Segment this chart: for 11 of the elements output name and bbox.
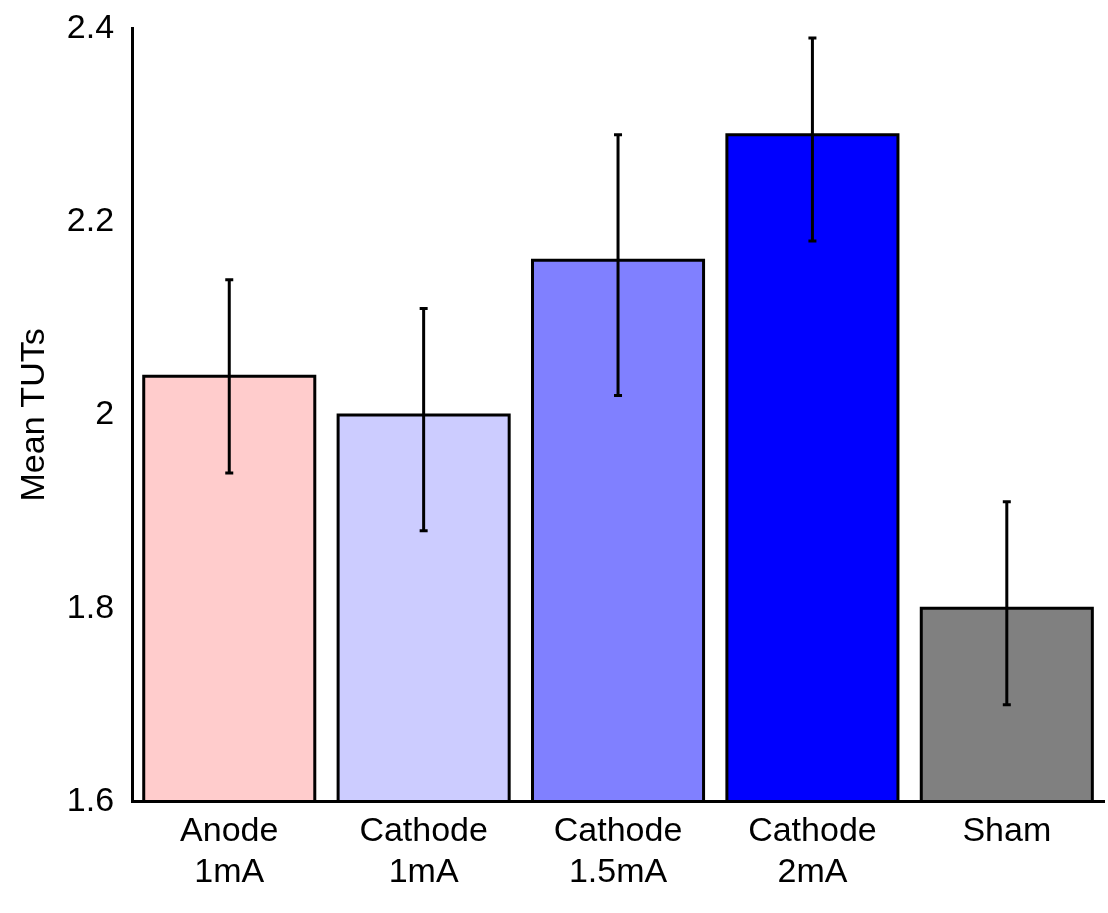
y-tick-label: 2 [95, 393, 115, 432]
x-tick-label: Cathode 1mA [359, 810, 488, 889]
y-tick-label: 2.2 [66, 200, 115, 239]
x-tick-label: Sham [962, 810, 1052, 849]
y-tick-label: 1.8 [66, 586, 115, 625]
y-axis-title: Mean TUTs [12, 328, 51, 502]
y-tick-label: 2.4 [66, 6, 115, 45]
x-tick-label: Cathode 1.5mA [553, 810, 683, 889]
x-tick-label: Cathode 2mA [748, 810, 877, 889]
y-tick-label: 1.6 [66, 779, 115, 818]
x-tick-label: Anode 1mA [180, 810, 279, 889]
